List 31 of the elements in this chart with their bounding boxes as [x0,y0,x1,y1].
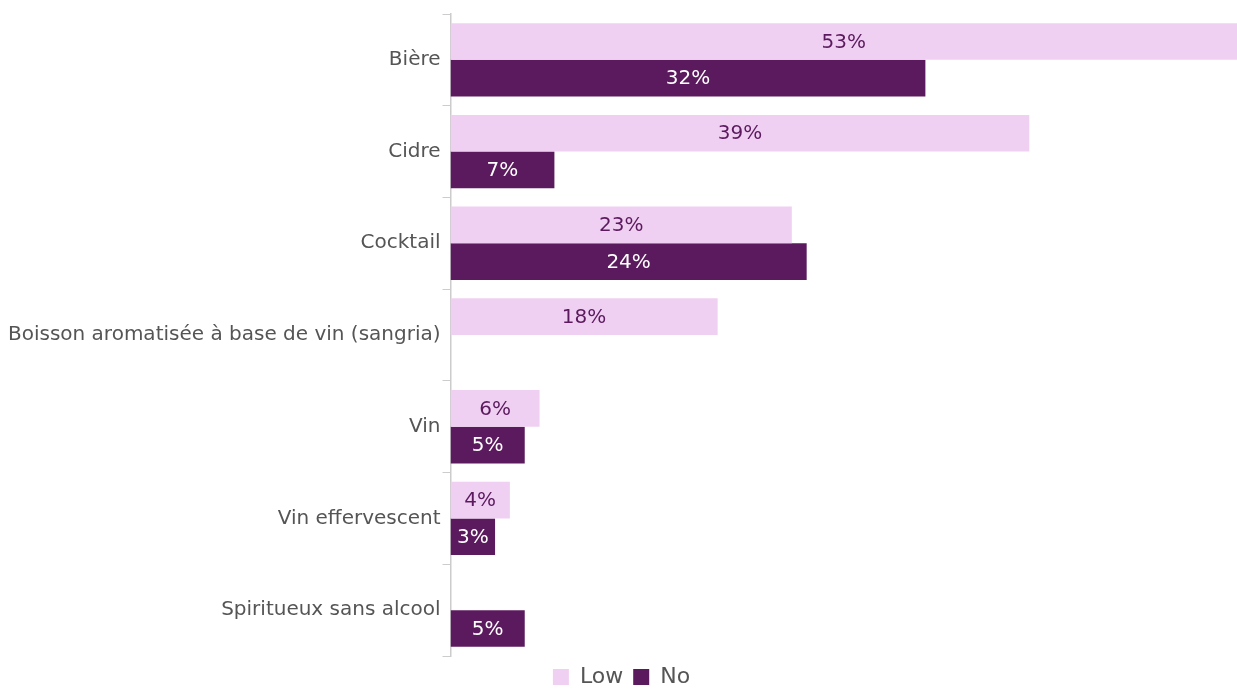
bar [450,298,718,335]
y-tick-label: Vin effervescent [277,504,441,529]
data-label: 5% [471,432,504,457]
data-label: 32% [665,65,711,90]
data-label: 6% [479,395,511,420]
y-tick-label: Vin [409,412,441,437]
bar [450,114,1030,152]
bar [450,23,1237,60]
bar [450,610,525,647]
data-label: 53% [821,28,866,53]
bar [450,151,555,189]
data-label: 7% [486,157,519,182]
bar [450,59,926,97]
y-tick-label: Spiritueux sans alcool [221,596,441,621]
bar [450,206,792,244]
data-label: 3% [456,523,489,548]
data-label: 23% [598,212,644,237]
data-label: 4% [464,487,497,512]
y-tick-label: Cocktail [360,229,441,254]
bar [450,390,540,427]
data-label: 39% [717,120,763,145]
bar [450,426,525,464]
y-tick-label: Bière [388,46,441,71]
legend-label: No [660,662,691,688]
data-label: 18% [561,303,607,328]
y-tick-label: Cidre [388,137,441,162]
bar [450,243,807,280]
y-tick-label: Boisson aromatisée à base de vin (sangria) [7,321,441,346]
data-label: 24% [606,248,651,273]
data-label: 5% [471,615,504,640]
legend-label: Low [579,662,624,688]
